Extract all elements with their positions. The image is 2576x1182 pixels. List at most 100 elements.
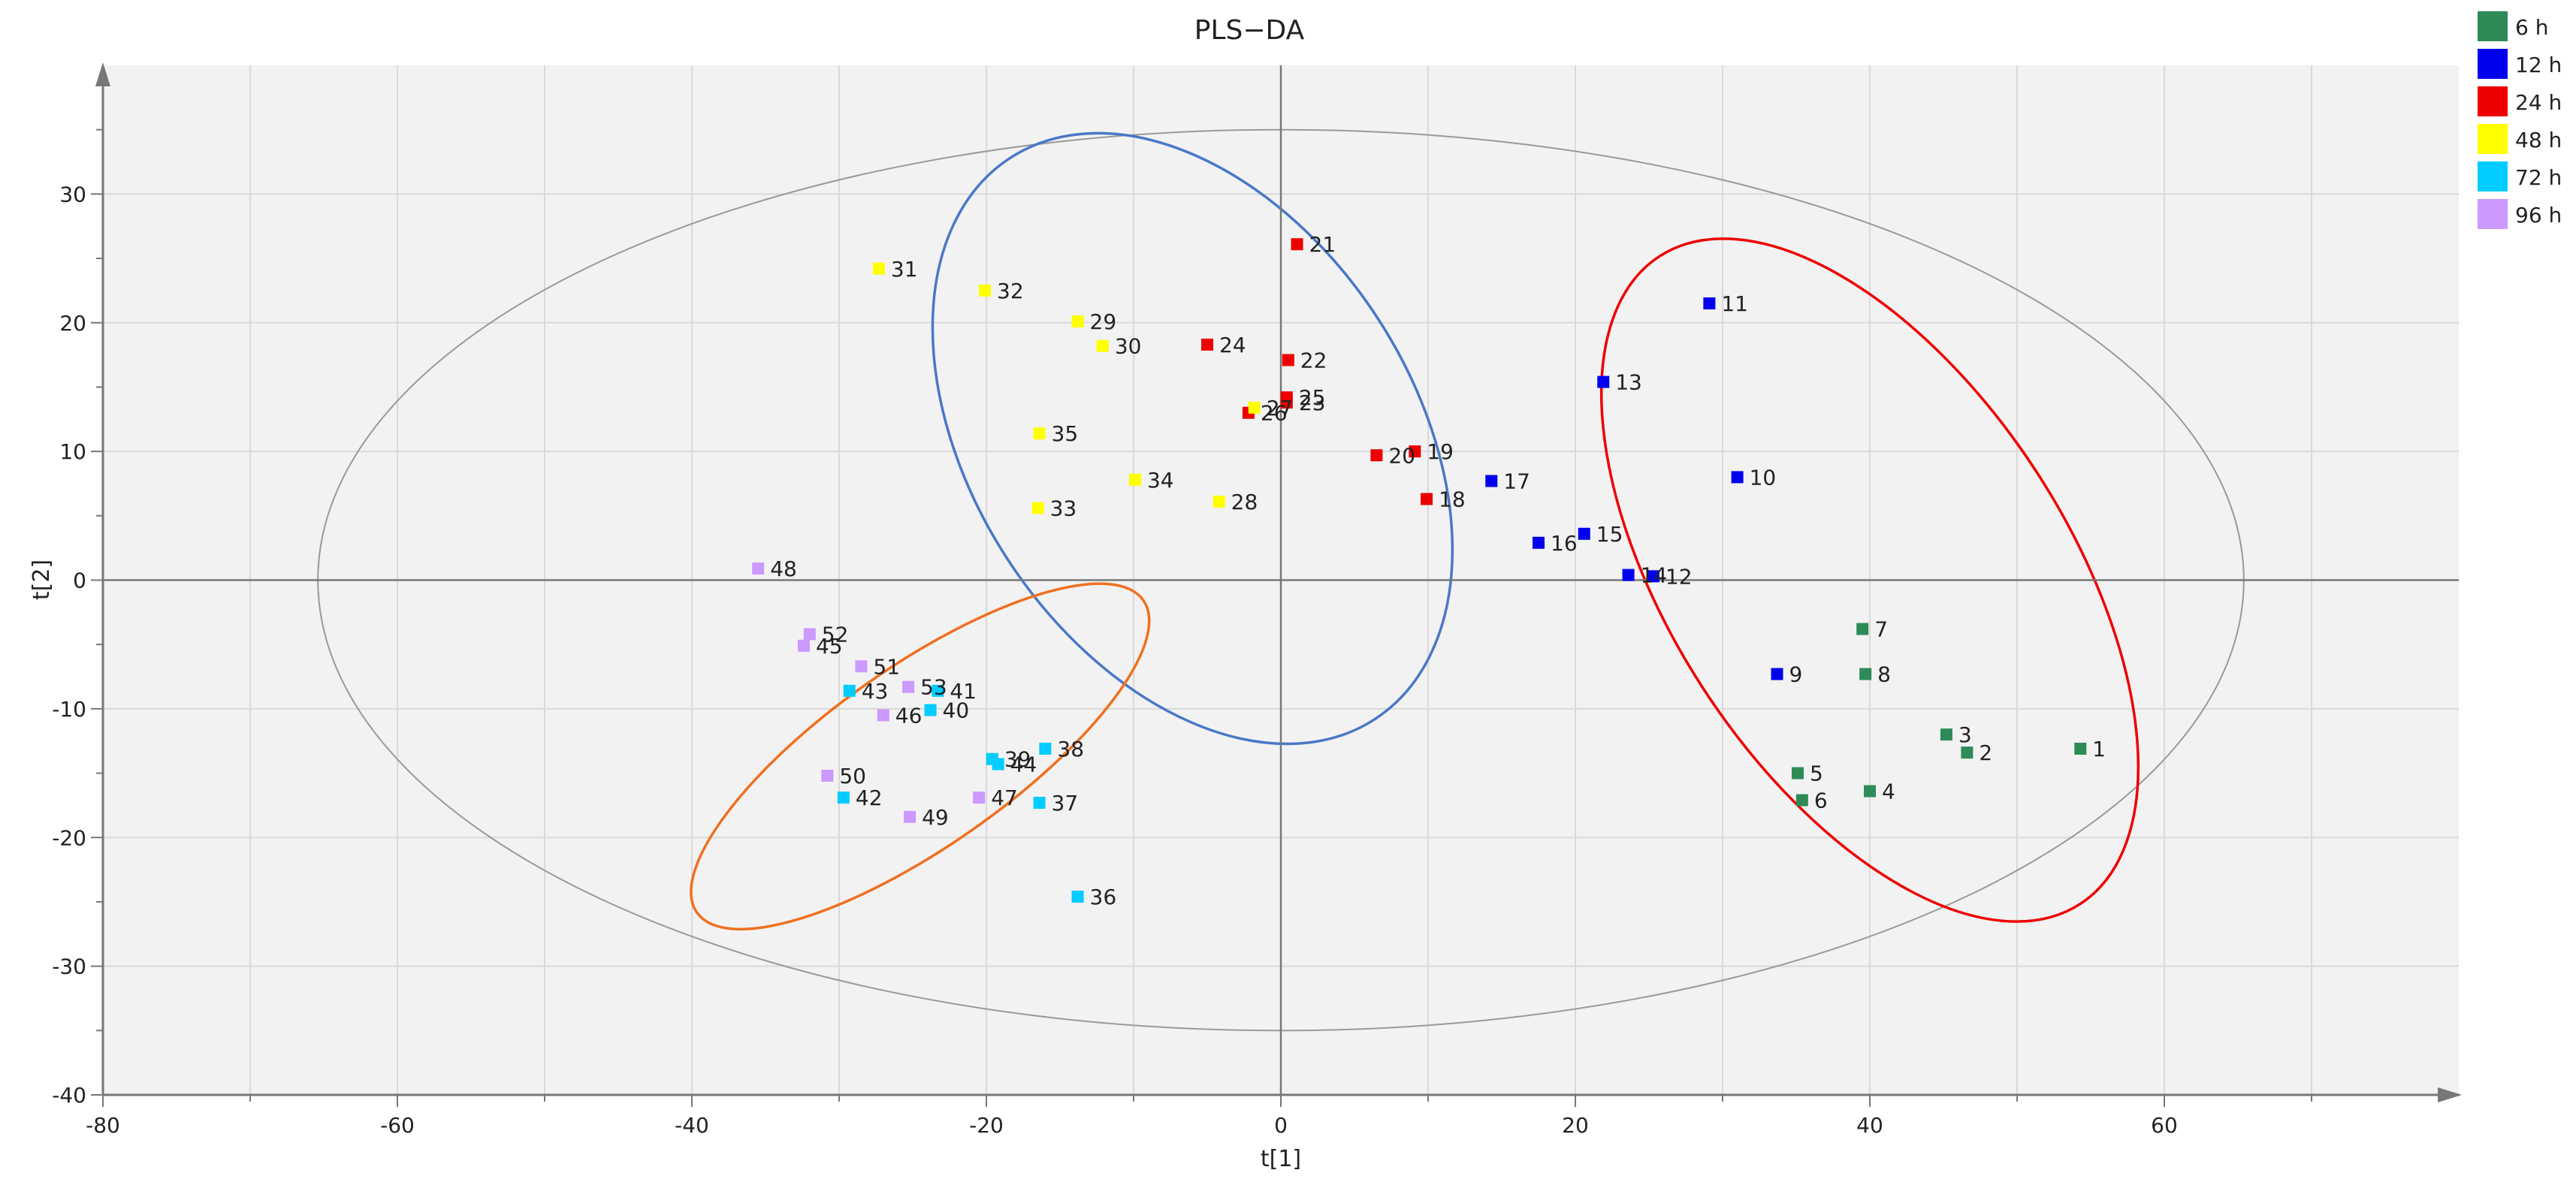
data-point-32[interactable]	[979, 284, 992, 297]
data-point-9[interactable]	[1771, 668, 1783, 680]
data-point-label-48: 48	[770, 556, 797, 581]
data-point-25[interactable]	[1280, 391, 1293, 404]
data-point-30[interactable]	[1096, 339, 1109, 352]
data-point-6[interactable]	[1795, 794, 1808, 807]
data-point-24[interactable]	[1201, 338, 1213, 351]
data-point-3[interactable]	[1940, 728, 1952, 741]
data-point-14[interactable]	[1622, 568, 1635, 581]
data-point-1[interactable]	[2074, 743, 2087, 755]
x-tick-label: 20	[1562, 1113, 1589, 1138]
data-point-37[interactable]	[1033, 796, 1046, 809]
data-point-29[interactable]	[1071, 315, 1084, 328]
data-point-31[interactable]	[872, 262, 885, 275]
data-point-43[interactable]	[843, 684, 856, 697]
data-point-38[interactable]	[1039, 743, 1052, 755]
data-point-11[interactable]	[1703, 297, 1716, 310]
legend-swatch	[2478, 86, 2508, 116]
data-point-28[interactable]	[1213, 495, 1225, 508]
data-point-2[interactable]	[1961, 746, 1974, 759]
data-point-50[interactable]	[821, 769, 834, 782]
data-point-12[interactable]	[1647, 570, 1659, 583]
data-point-40[interactable]	[924, 704, 937, 716]
data-point-label-27: 27	[1267, 396, 1294, 421]
legend-label: 24 h	[2515, 90, 2562, 115]
legend-swatch	[2478, 199, 2508, 229]
data-point-21[interactable]	[1291, 238, 1303, 251]
data-point-label-19: 19	[1427, 439, 1454, 464]
data-point-label-15: 15	[1596, 522, 1623, 547]
x-tick-label: -60	[380, 1113, 415, 1138]
data-point-27[interactable]	[1248, 401, 1261, 414]
legend-swatch	[2478, 49, 2508, 79]
y-tick-label: -40	[52, 1083, 86, 1108]
data-point-label-38: 38	[1057, 737, 1084, 761]
data-point-label-7: 7	[1874, 617, 1888, 642]
data-point-label-4: 4	[1882, 779, 1895, 804]
data-point-15[interactable]	[1578, 527, 1590, 540]
x-tick-label: 60	[2151, 1113, 2178, 1138]
data-point-label-8: 8	[1877, 662, 1891, 687]
legend-label: 72 h	[2515, 165, 2562, 190]
data-point-51[interactable]	[855, 660, 868, 673]
x-tick-label: 40	[1856, 1113, 1883, 1138]
data-point-10[interactable]	[1731, 471, 1744, 484]
data-point-4[interactable]	[1864, 785, 1876, 798]
data-point-19[interactable]	[1409, 445, 1421, 458]
data-point-label-33: 33	[1050, 496, 1077, 521]
orange-group-ellipse	[690, 582, 1151, 931]
data-point-44[interactable]	[992, 758, 1004, 770]
data-point-label-31: 31	[891, 257, 918, 282]
data-point-label-21: 21	[1309, 232, 1336, 257]
data-point-label-42: 42	[856, 785, 883, 810]
data-point-17[interactable]	[1485, 475, 1498, 487]
data-point-36[interactable]	[1071, 891, 1084, 903]
data-point-label-6: 6	[1814, 789, 1828, 813]
data-point-18[interactable]	[1421, 493, 1433, 505]
data-point-48[interactable]	[752, 562, 765, 575]
data-point-label-47: 47	[991, 785, 1018, 810]
data-point-42[interactable]	[837, 792, 850, 804]
data-point-label-32: 32	[997, 279, 1024, 303]
data-point-label-5: 5	[1810, 761, 1823, 786]
legend-label: 12 h	[2515, 53, 2562, 77]
data-point-label-37: 37	[1052, 791, 1079, 816]
data-point-16[interactable]	[1533, 536, 1545, 549]
y-tick-label: 10	[59, 439, 86, 464]
data-point-label-36: 36	[1090, 885, 1117, 909]
data-point-label-49: 49	[922, 805, 949, 830]
data-point-35[interactable]	[1033, 427, 1046, 440]
y-axis-arrow-icon	[95, 62, 110, 86]
data-point-label-44: 44	[1010, 752, 1037, 777]
data-point-label-3: 3	[1958, 722, 1972, 747]
data-point-41[interactable]	[932, 684, 944, 697]
y-axis-label: t[2]	[29, 559, 55, 600]
legend-swatch	[2478, 124, 2508, 154]
y-tick-label: 30	[59, 182, 86, 207]
data-point-46[interactable]	[877, 709, 889, 722]
data-point-13[interactable]	[1597, 375, 1610, 388]
data-point-label-34: 34	[1147, 468, 1174, 493]
data-point-22[interactable]	[1282, 354, 1294, 366]
data-point-45[interactable]	[797, 639, 810, 652]
data-point-47[interactable]	[973, 792, 986, 804]
data-point-20[interactable]	[1370, 449, 1383, 462]
x-tick-label: -40	[675, 1113, 709, 1138]
data-point-33[interactable]	[1031, 502, 1044, 514]
data-point-label-1: 1	[2092, 737, 2106, 761]
y-tick-label: 0	[73, 568, 86, 593]
data-point-5[interactable]	[1791, 767, 1804, 779]
data-point-49[interactable]	[904, 810, 917, 823]
data-point-label-52: 52	[822, 622, 849, 647]
data-point-label-53: 53	[920, 675, 947, 700]
data-point-7[interactable]	[1856, 623, 1869, 635]
data-point-label-26: 26	[1261, 401, 1288, 426]
data-point-34[interactable]	[1128, 473, 1141, 486]
data-point-label-30: 30	[1115, 334, 1142, 359]
data-point-label-50: 50	[839, 764, 866, 789]
data-point-53[interactable]	[902, 680, 915, 693]
data-point-label-9: 9	[1789, 662, 1803, 687]
data-point-8[interactable]	[1859, 668, 1872, 680]
data-point-label-10: 10	[1750, 465, 1777, 490]
data-point-52[interactable]	[803, 628, 816, 641]
